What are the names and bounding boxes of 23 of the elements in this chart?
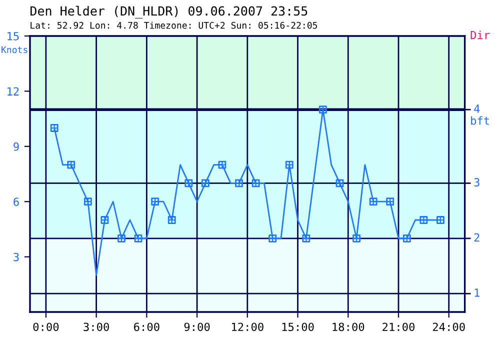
text: 3 xyxy=(474,178,480,186)
text: Dir xyxy=(470,30,490,40)
chart-subtitle: Lat: 52.92 Lon: 4.78 Timezone: UTC+2 Sun: 05:16-22:05 xyxy=(30,22,318,29)
chart-title: Den Helder (DN_HLDR) 09.06.2007 23:55 xyxy=(30,6,308,18)
x-tick-label: 0:00 xyxy=(33,322,59,332)
x-tick-label: 9:00 xyxy=(184,322,210,332)
x-tick-label: 6:00 xyxy=(134,322,160,332)
y-tick-label: 15 xyxy=(8,32,19,40)
y-tick-label: 12 xyxy=(8,87,19,96)
x-tick-label: 21:00 xyxy=(382,322,414,332)
y-tick-label: 3 xyxy=(14,252,19,262)
x-tick-label: 3:00 xyxy=(84,322,109,332)
text: bft xyxy=(471,116,489,125)
y-tick-label: 6 xyxy=(14,198,19,206)
x-tick-label: 15:00 xyxy=(282,322,314,332)
text: 2 xyxy=(474,233,480,242)
y-tick-label: 9 xyxy=(14,142,19,151)
x-tick-label: 24:00 xyxy=(432,322,465,332)
x-tick-label: 12:00 xyxy=(232,322,264,332)
text: 4 xyxy=(474,104,480,113)
text: 1 xyxy=(474,288,480,297)
x-tick-label: 18:00 xyxy=(332,322,364,332)
y-axis-title: Knots xyxy=(2,46,28,54)
